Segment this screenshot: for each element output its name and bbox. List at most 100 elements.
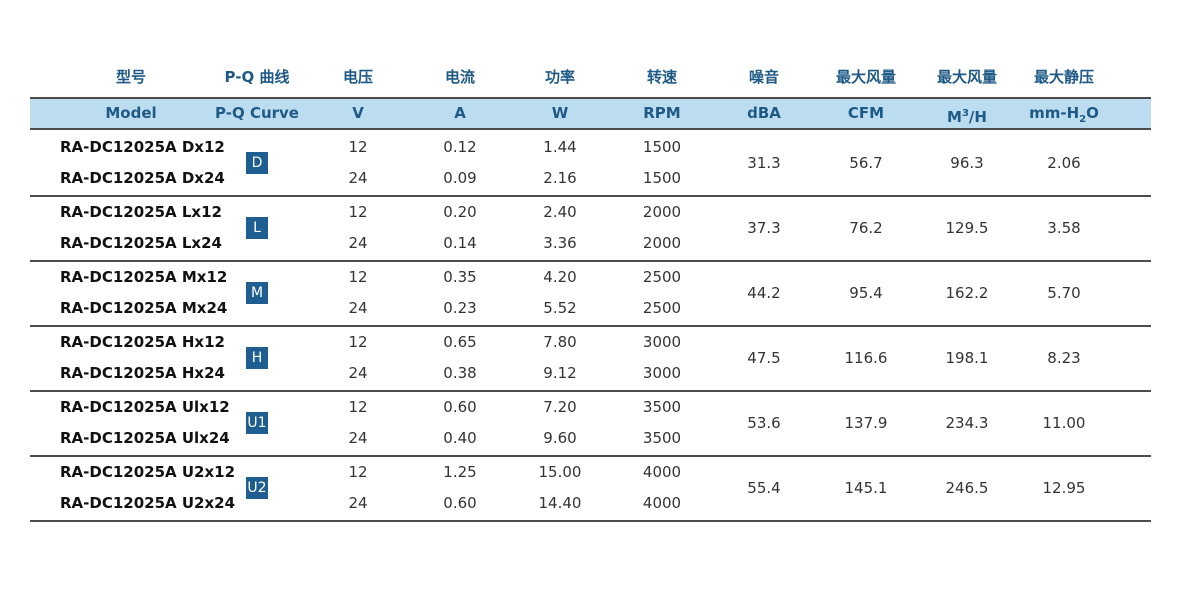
header-pq-curve: P-Q Curve (215, 104, 299, 122)
airflow-m3h-cell: 129.5 (945, 219, 989, 237)
voltage-cell: 24 (348, 429, 368, 447)
airflow-m3h-cell: 162.2 (945, 284, 989, 302)
current-cell: 0.23 (443, 299, 477, 317)
model-cell: RA-DC12025A Hx24 (60, 364, 225, 382)
model-cell: RA-DC12025A Ulx12 (60, 398, 230, 416)
pq-curve-badge: M (246, 282, 268, 304)
speed-cell: 1500 (642, 138, 682, 156)
voltage-cell: 24 (348, 169, 368, 187)
speed-cell: 2500 (642, 268, 682, 286)
noise-cell: 44.2 (747, 284, 781, 302)
fan-group: RA-DC12025A U2x12 12 1.25 15.00 4000 RA-DC120… (30, 457, 1151, 522)
model-cell: RA-DC12025A U2x24 (60, 494, 236, 512)
table-row: RA-DC12025A Dx12 12 0.12 1.44 1500 (30, 132, 1151, 163)
header-pq-zh: P-Q 曲线 (224, 68, 290, 86)
header-noise: dBA (747, 104, 781, 122)
header-power: W (551, 104, 569, 122)
voltage-cell: 24 (348, 234, 368, 252)
header-voltage: V (352, 104, 364, 122)
airflow-m3h-cell: 198.1 (945, 349, 989, 367)
power-cell: 2.40 (543, 203, 577, 221)
current-cell: 0.65 (443, 333, 477, 351)
power-cell: 9.60 (543, 429, 577, 447)
header-row-chinese: 型号 P-Q 曲线 电压 电流 功率 转速 噪音 最大风量 最大风量 最大静压 (30, 62, 1151, 92)
power-cell: 4.20 (543, 268, 577, 286)
noise-cell: 47.5 (747, 349, 781, 367)
current-cell: 0.12 (443, 138, 477, 156)
table-row: RA-DC12025A Ulx24 24 0.40 9.60 3500 (30, 423, 1151, 454)
fan-group: RA-DC12025A Ulx12 12 0.60 7.20 3500 RA-DC1202… (30, 392, 1151, 457)
pressure-cell: 11.00 (1042, 414, 1086, 432)
model-cell: RA-DC12025A Dx12 (60, 138, 225, 156)
model-cell: RA-DC12025A Dx24 (60, 169, 225, 187)
airflow-cfm-cell: 76.2 (849, 219, 883, 237)
header-pressure: mm-H2O (1014, 99, 1114, 128)
model-cell: RA-DC12025A Lx12 (60, 203, 222, 221)
airflow-cfm-cell: 137.9 (844, 414, 888, 432)
airflow-cfm-cell: 56.7 (849, 154, 883, 172)
model-cell: RA-DC12025A Ulx24 (60, 429, 230, 447)
power-cell: 9.12 (543, 364, 577, 382)
m3h-unit: /H (968, 108, 987, 126)
speed-cell: 2000 (642, 203, 682, 221)
airflow-cfm-cell: 145.1 (844, 479, 888, 497)
pressure-cell: 2.06 (1047, 154, 1081, 172)
current-cell: 0.60 (443, 398, 477, 416)
model-cell: RA-DC12025A U2x12 (60, 463, 236, 481)
power-cell: 5.52 (543, 299, 577, 317)
current-cell: 1.25 (443, 463, 477, 481)
header-speed-zh: 转速 (646, 68, 677, 86)
airflow-cfm-cell: 95.4 (849, 284, 883, 302)
speed-cell: 2500 (642, 299, 682, 317)
voltage-cell: 12 (348, 203, 368, 221)
pq-curve-badge: H (246, 347, 268, 369)
voltage-cell: 12 (348, 333, 368, 351)
table-row: RA-DC12025A Hx12 12 0.65 7.80 3000 (30, 327, 1151, 358)
m3h-superscript: 3 (961, 108, 969, 119)
pressure-subscript: 2 (1079, 114, 1087, 125)
pressure-cell: 12.95 (1042, 479, 1086, 497)
airflow-m3h-cell: 96.3 (950, 154, 984, 172)
speed-cell: 3500 (642, 398, 682, 416)
header-current: A (454, 104, 466, 122)
header-noise-zh: 噪音 (748, 68, 779, 86)
header-airflow-cfm-zh: 最大风量 (835, 68, 896, 86)
pq-curve-badge: D (246, 152, 268, 174)
table-row: RA-DC12025A Mx12 12 0.35 4.20 2500 (30, 262, 1151, 293)
speed-cell: 4000 (642, 463, 682, 481)
fan-group: RA-DC12025A Mx12 12 0.35 4.20 2500 RA-DC12025… (30, 262, 1151, 327)
voltage-cell: 24 (348, 299, 368, 317)
m3h-base: M (947, 108, 962, 126)
header-airflow-m3h-zh: 最大风量 (936, 68, 997, 86)
voltage-cell: 12 (348, 138, 368, 156)
airflow-m3h-cell: 234.3 (945, 414, 989, 432)
fan-group: RA-DC12025A Dx12 12 0.12 1.44 1500 RA-DC12025… (30, 132, 1151, 197)
current-cell: 0.38 (443, 364, 477, 382)
pressure-pre: mm-H (1029, 104, 1080, 122)
current-cell: 0.14 (443, 234, 477, 252)
table-row: RA-DC12025A Mx24 24 0.23 5.52 2500 (30, 293, 1151, 324)
speed-cell: 3000 (642, 364, 682, 382)
power-cell: 7.20 (543, 398, 577, 416)
header-voltage-zh: 电压 (342, 68, 373, 86)
model-cell: RA-DC12025A Hx12 (60, 333, 225, 351)
speed-cell: 1500 (642, 169, 682, 187)
pressure-cell: 8.23 (1047, 349, 1081, 367)
fan-group: RA-DC12025A Hx12 12 0.65 7.80 3000 RA-DC12025… (30, 327, 1151, 392)
voltage-cell: 12 (348, 268, 368, 286)
power-cell: 7.80 (543, 333, 577, 351)
pressure-post: O (1086, 104, 1099, 122)
current-cell: 0.60 (443, 494, 477, 512)
power-cell: 3.36 (543, 234, 577, 252)
power-cell: 15.00 (538, 463, 582, 481)
current-cell: 0.09 (443, 169, 477, 187)
model-cell: RA-DC12025A Mx24 (60, 299, 228, 317)
header-airflow-cfm: CFM (847, 104, 885, 122)
table-row: RA-DC12025A Lx12 12 0.20 2.40 2000 (30, 197, 1151, 228)
table-row: RA-DC12025A Hx24 24 0.38 9.12 3000 (30, 358, 1151, 389)
table-row: RA-DC12025A Lx24 24 0.14 3.36 2000 (30, 228, 1151, 259)
table-row: RA-DC12025A U2x12 12 1.25 15.00 4000 (30, 457, 1151, 488)
speed-cell: 4000 (642, 494, 682, 512)
voltage-cell: 12 (348, 398, 368, 416)
table-row: RA-DC12025A U2x24 24 0.60 14.40 4000 (30, 488, 1151, 519)
